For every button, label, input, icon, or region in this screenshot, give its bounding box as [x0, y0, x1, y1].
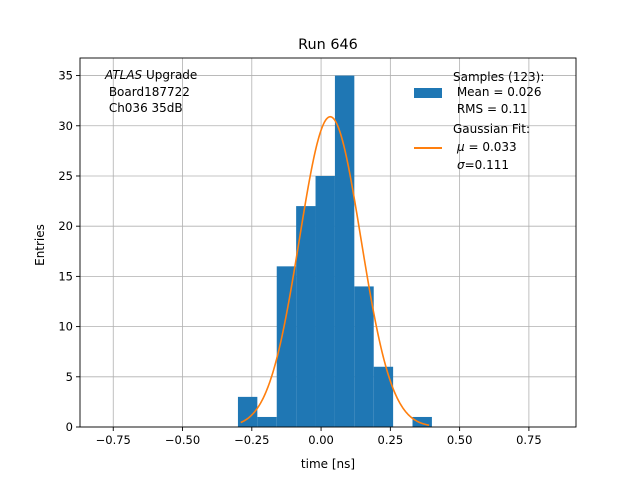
- legend-sigma-symbol: σ: [457, 158, 465, 172]
- histogram-bar: [315, 175, 335, 427]
- annotation-board: Board187722: [105, 85, 190, 99]
- y-tick-label: 25: [58, 169, 73, 183]
- legend-samples-header: Samples (123):: [453, 70, 544, 84]
- y-axis-label: Entries: [33, 224, 47, 266]
- y-tick-label: 15: [58, 269, 73, 283]
- chart-title: Run 646: [298, 37, 358, 53]
- annotation-experiment: ATLAS Upgrade: [104, 68, 197, 82]
- x-tick-label: −0.75: [96, 433, 131, 447]
- legend-samples-rms: RMS = 0.11: [453, 102, 528, 116]
- x-tick-label: −0.25: [234, 433, 269, 447]
- legend-fit-header: Gaussian Fit:: [453, 122, 530, 136]
- y-tick-label: 35: [58, 69, 73, 83]
- legend: Samples (123): Mean = 0.026 RMS = 0.11 G…: [414, 70, 544, 172]
- legend-samples-mean: Mean = 0.026: [453, 85, 542, 99]
- legend-fit-sigma: σ=0.111: [457, 158, 509, 172]
- atlas-annotation: ATLAS Upgrade Board187722 Ch036 35dB: [104, 68, 197, 115]
- annotation-atlas: ATLAS: [104, 68, 143, 82]
- histogram-bar: [354, 286, 374, 427]
- histogram-bars: [237, 75, 432, 428]
- x-tick-label: −0.50: [165, 433, 200, 447]
- y-tick-label: 20: [58, 219, 73, 233]
- y-tick-label: 30: [58, 119, 73, 133]
- legend-fit-mu: μ = 0.033: [456, 140, 517, 154]
- legend-mu-symbol: μ: [456, 140, 465, 154]
- gaussian-fit-curve: [240, 115, 430, 427]
- y-tick-label: 0: [66, 420, 73, 434]
- annotation-upgrade: Upgrade: [142, 68, 197, 82]
- histogram-bar: [276, 266, 297, 427]
- y-tick-label: 10: [58, 320, 73, 334]
- y-tick-label: 5: [66, 370, 73, 384]
- histogram-bar: [296, 206, 316, 427]
- histogram-bar: [237, 396, 258, 427]
- plot-frame: [79, 57, 577, 428]
- x-tick-label: 0.75: [516, 433, 542, 447]
- histogram-bar: [373, 366, 394, 427]
- histogram-bar: [334, 75, 355, 428]
- x-tick-label: 0.25: [378, 433, 404, 447]
- legend-mu-value: = 0.033: [465, 140, 517, 154]
- axes: −0.75 −0.50 −0.25 0.00 0.25 0.50 0.75 0 5 10 15 20 2…: [58, 57, 577, 447]
- histogram-bar: [412, 416, 432, 427]
- histogram-bar: [257, 416, 277, 427]
- legend-sigma-value: =0.111: [465, 158, 509, 172]
- annotation-channel: Ch036 35dB: [105, 101, 183, 115]
- x-tick-label: 0.00: [308, 433, 334, 447]
- x-axis-label: time [ns]: [301, 457, 355, 471]
- x-tick-label: 0.50: [447, 433, 473, 447]
- gaussian-fit: [240, 115, 430, 427]
- legend-samples-swatch: [414, 88, 442, 98]
